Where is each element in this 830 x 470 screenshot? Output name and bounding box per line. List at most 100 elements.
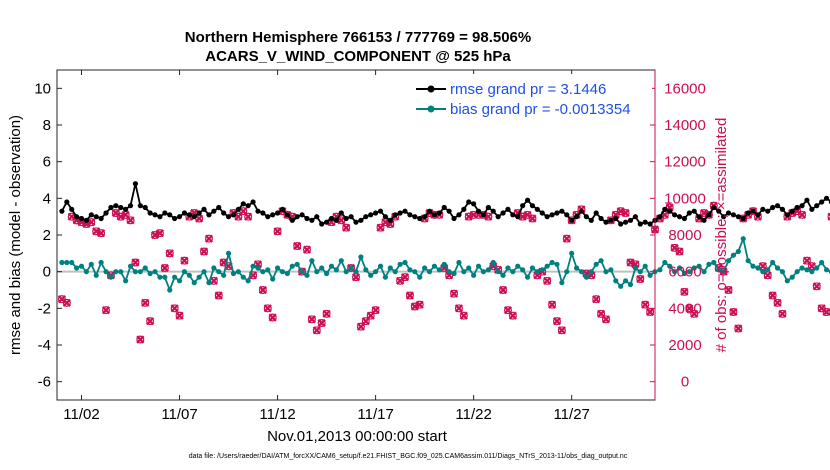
bias-point <box>64 259 70 266</box>
rmse-point <box>108 204 114 211</box>
y-tick-label: 8 <box>43 117 51 134</box>
legend-bias-label: bias grand pr = -0.0013354 <box>450 101 631 118</box>
rmse-point <box>343 215 349 222</box>
bias-point <box>593 261 599 267</box>
bias-point <box>407 267 413 273</box>
obs-assimilated-point <box>273 227 282 236</box>
rmse-point <box>299 212 305 218</box>
obs-assimilated-point <box>342 223 351 232</box>
obs-assimilated-point <box>562 234 571 243</box>
obs-possible-point <box>361 317 370 326</box>
bias-point <box>569 250 575 256</box>
rmse-point <box>103 210 109 216</box>
bias-point <box>181 269 188 275</box>
x-tick-label: 11/22 <box>455 406 491 423</box>
obs-assimilated-point <box>371 306 380 315</box>
rmse-point <box>672 212 678 218</box>
rmse-point <box>162 210 168 216</box>
data-file-footer: data file: /Users/raeder/DAI/ATM_forcXX/… <box>189 453 628 460</box>
obs-possible-point <box>131 258 140 267</box>
rmse-point <box>622 219 629 225</box>
bias-point <box>123 278 129 284</box>
obs-possible-point <box>454 304 463 313</box>
rmse-point <box>755 212 761 218</box>
bias-point <box>172 274 178 280</box>
obs-possible-point <box>307 315 316 324</box>
bias-point <box>794 269 800 275</box>
rmse-point <box>804 197 810 203</box>
rmse-point <box>235 206 241 212</box>
obs-assimilated-point <box>150 230 160 240</box>
bias-point <box>809 269 815 275</box>
rmse-point <box>657 214 663 220</box>
obs-assimilated-point <box>680 287 689 296</box>
obs-assimilated-point <box>214 291 223 300</box>
bias-point <box>725 258 732 264</box>
obs-possible-point <box>155 229 164 238</box>
obs-assimilated-point <box>729 307 738 317</box>
obs-assimilated-point <box>180 256 189 265</box>
obs-possible-point <box>778 309 787 318</box>
rmse-point <box>500 210 506 216</box>
rmse-point <box>358 217 364 223</box>
bias-point <box>137 269 143 275</box>
obs-assimilated-point <box>592 295 601 304</box>
bias-point <box>397 261 403 267</box>
rmse-point <box>510 212 516 218</box>
rmse-point <box>480 212 487 218</box>
y2-tick-label: 4000 <box>668 300 701 317</box>
rmse-point <box>294 214 300 220</box>
bias-point <box>368 272 374 278</box>
obs-assimilated-point <box>175 311 184 320</box>
rmse-point <box>809 206 815 212</box>
rmse-point <box>578 208 585 214</box>
rmse-point <box>255 208 261 214</box>
obs-possible-point <box>724 286 733 295</box>
legend-bias-marker <box>427 105 435 113</box>
obs-possible-point <box>258 286 267 295</box>
rmse-point <box>422 214 428 220</box>
obs-possible-point <box>244 212 253 221</box>
bias-point <box>377 263 384 269</box>
obs-possible-point <box>690 309 699 318</box>
bias-point <box>681 270 688 277</box>
bias-point <box>451 270 457 277</box>
rmse-point <box>289 217 295 223</box>
obs-assimilated-point <box>498 285 508 295</box>
y-tick-label: 2 <box>43 227 51 244</box>
y2-tick-label: 6000 <box>668 264 701 281</box>
obs-assimilated-point <box>258 285 267 295</box>
obs-possible-point <box>543 276 552 285</box>
bias-point <box>721 269 727 275</box>
obs-possible-point <box>401 273 410 282</box>
obs-assimilated-point <box>312 326 321 335</box>
bias-point <box>323 270 330 277</box>
obs-possible-point <box>302 245 311 254</box>
rmse-point <box>274 210 281 216</box>
x-tick-label: 11/07 <box>161 406 197 423</box>
bias-point <box>201 269 207 275</box>
bias-point <box>691 265 697 271</box>
bias-point <box>382 274 389 280</box>
obs-possible-point <box>450 289 459 298</box>
bias-point <box>314 269 320 275</box>
bias-point <box>74 265 80 271</box>
obs-assimilated-point <box>822 307 830 317</box>
obs-possible-point <box>180 256 189 265</box>
bias-point <box>363 267 369 273</box>
obs-assimilated-point <box>126 216 135 225</box>
bias-point <box>676 265 683 271</box>
rmse-point <box>814 203 820 209</box>
bias-point <box>672 269 678 275</box>
rmse-point <box>823 195 830 201</box>
obs-possible-point <box>376 223 385 232</box>
rmse-point <box>554 210 560 216</box>
bias-point <box>505 265 511 271</box>
bias-point <box>716 267 722 273</box>
bias-point <box>118 269 124 275</box>
rmse-point <box>495 214 501 220</box>
bias-point <box>814 265 820 271</box>
bias-point <box>260 269 266 275</box>
bias-point <box>603 269 609 275</box>
rmse-point <box>559 208 565 214</box>
